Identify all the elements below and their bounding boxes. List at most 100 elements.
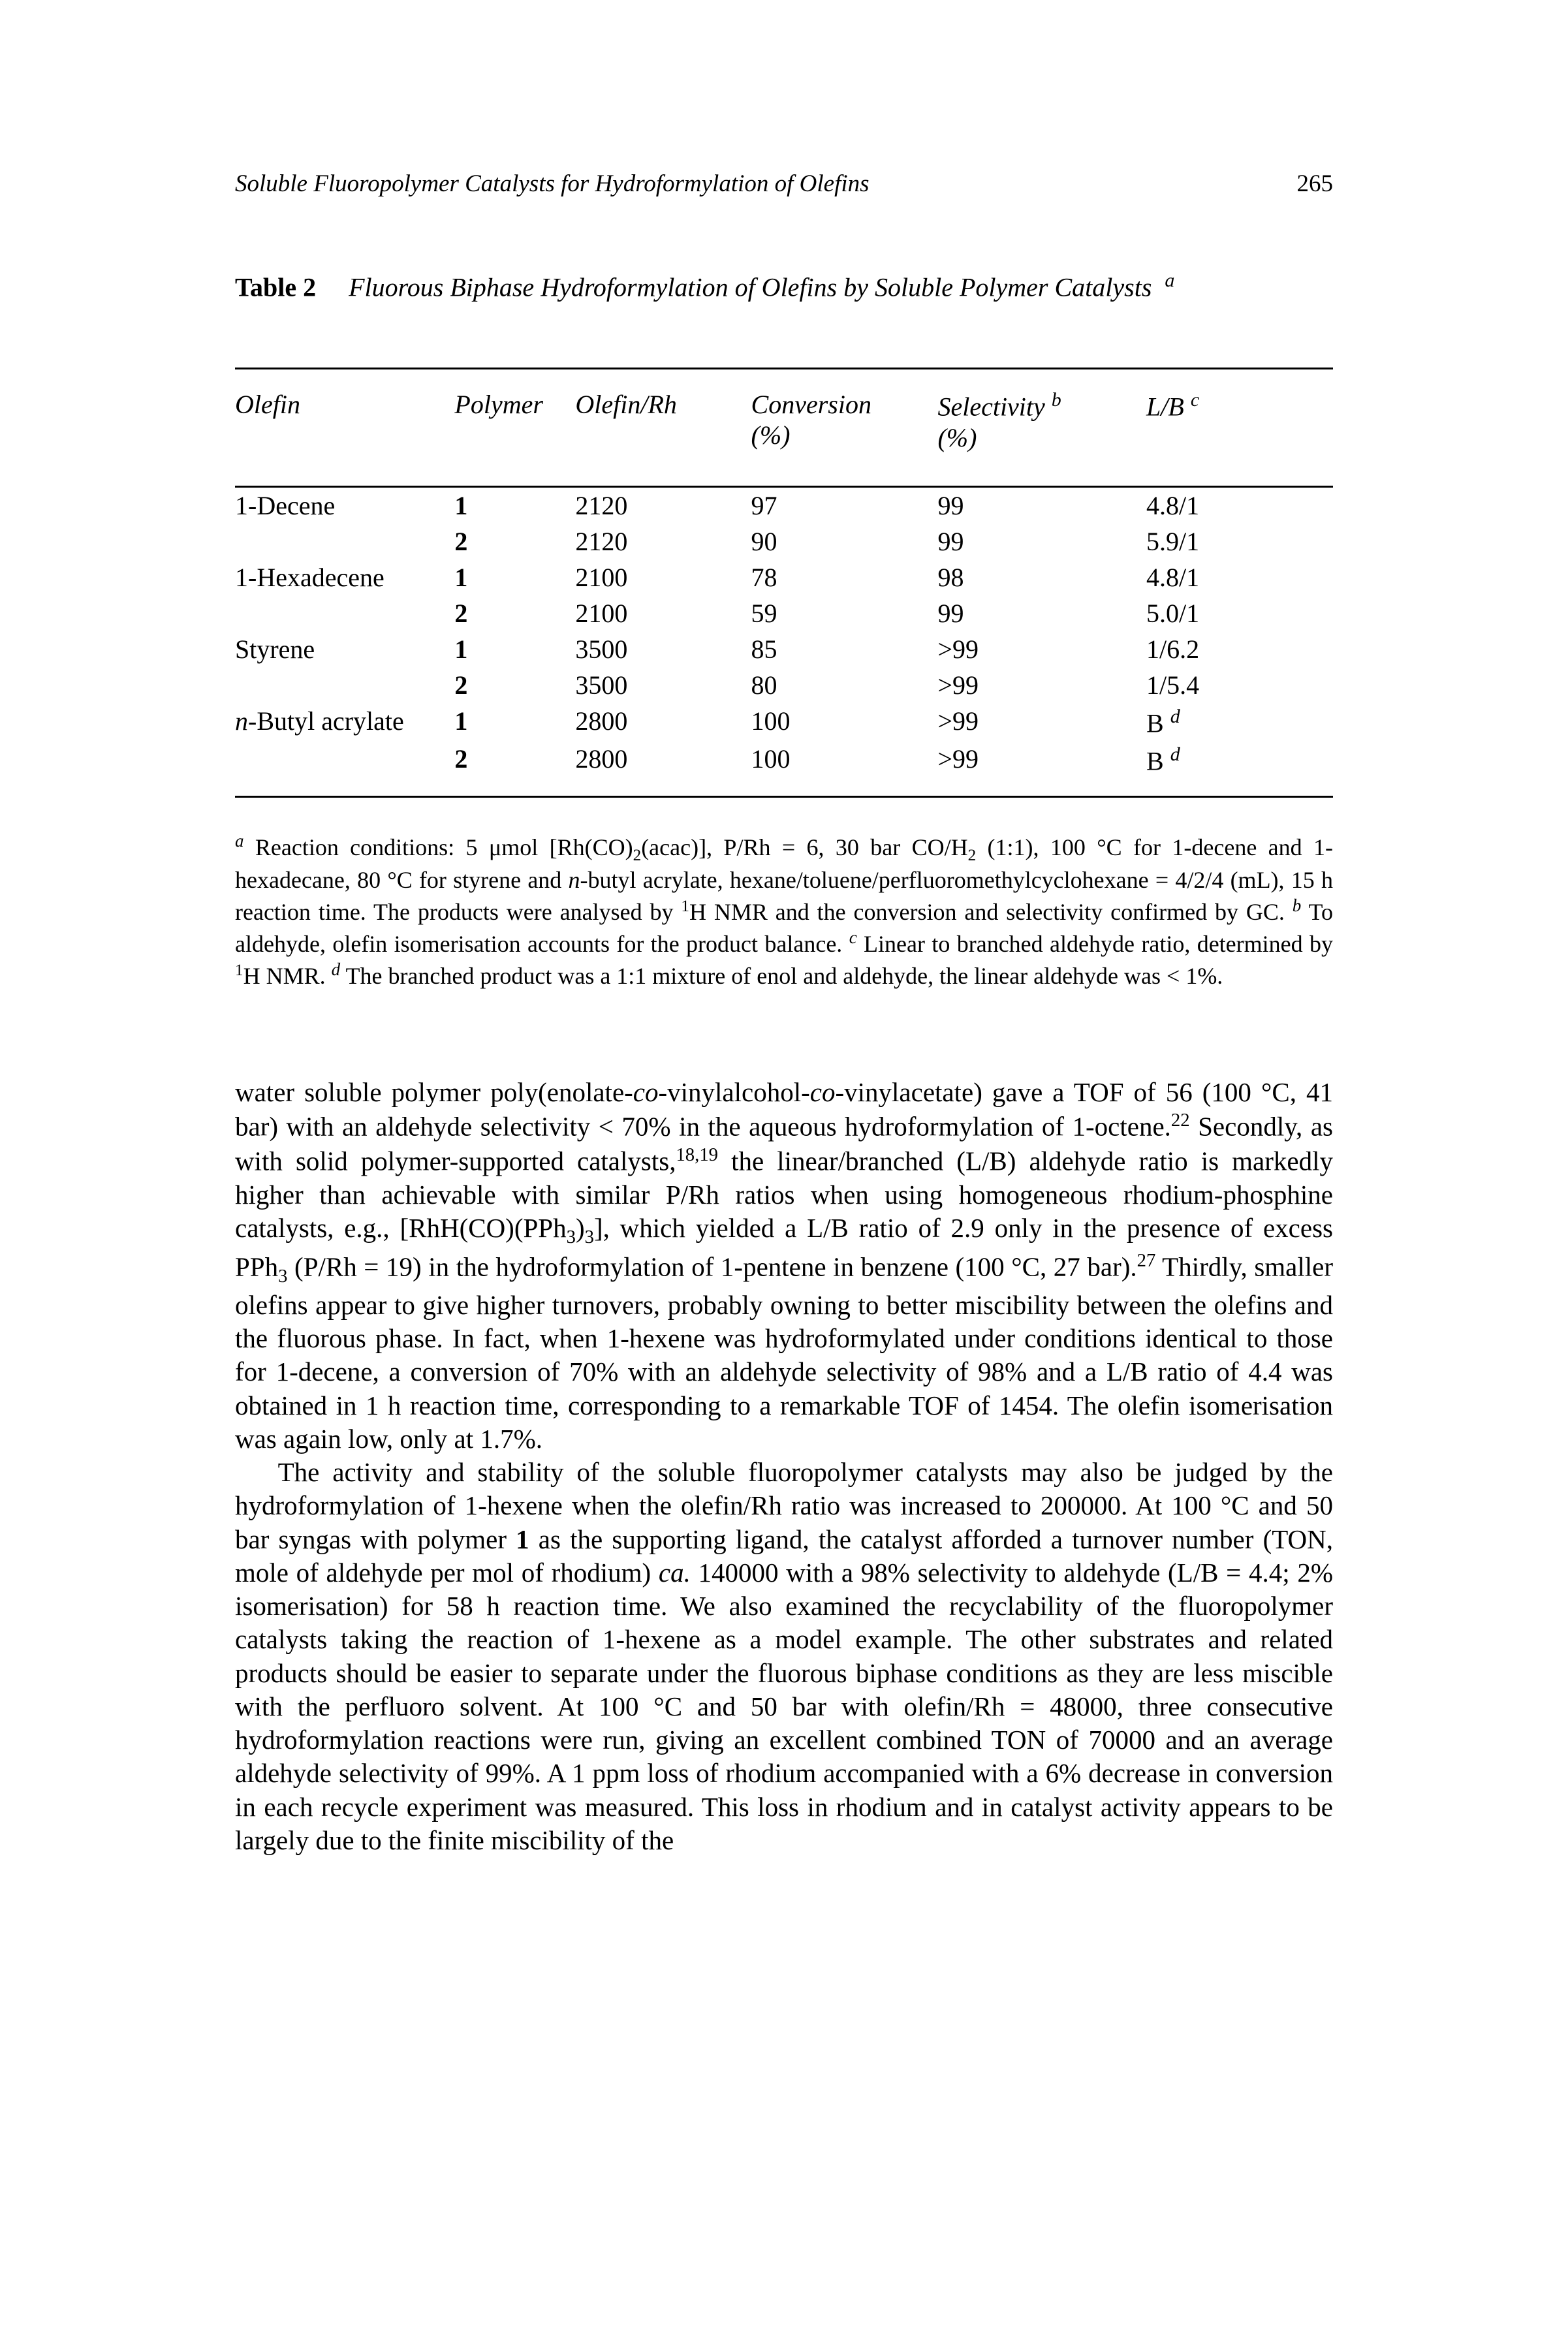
col-header-polymer: Polymer <box>454 369 575 486</box>
cell-lb: 4.8/1 <box>1146 486 1333 524</box>
paragraph-2: The activity and stability of the solubl… <box>235 1456 1333 1857</box>
footnote-a-t2: (acac)], P/Rh = 6, 30 bar CO/H <box>641 834 967 860</box>
footnote-a-sub1: 2 <box>633 847 642 865</box>
table-row: 2 2800 100 >99 B d <box>235 741 1333 797</box>
cell-ratio: 2100 <box>575 559 751 595</box>
cell-ratio: 3500 <box>575 631 751 667</box>
col-header-conversion-unit: (%) <box>751 420 791 450</box>
footnote-d-text: The branched product was a 1:1 mixture o… <box>340 963 1223 989</box>
running-header: Soluble Fluoropolymer Catalysts for Hydr… <box>235 170 1333 198</box>
p2-ca: ca. <box>659 1558 691 1588</box>
table-caption: Table 2 Fluorous Biphase Hydroformylatio… <box>235 270 1333 302</box>
footnote-a-sup1: 1 <box>681 898 689 915</box>
col-header-selectivity: Selectivity b (%) <box>937 369 1146 486</box>
cell-lb: 5.9/1 <box>1146 524 1333 559</box>
p1-ref1: 22 <box>1171 1110 1190 1131</box>
body-text: water soluble polymer poly(enolate-co-vi… <box>235 1076 1333 1857</box>
cell-olefin <box>235 741 454 797</box>
page-number: 265 <box>1297 170 1334 198</box>
cell-olefin <box>235 595 454 631</box>
cell-conversion: 59 <box>751 595 938 631</box>
p1-f: ) <box>576 1213 585 1243</box>
cell-lb: 1/6.2 <box>1146 631 1333 667</box>
n-prefix: n <box>235 706 248 736</box>
cell-ratio: 2100 <box>575 595 751 631</box>
p2-c: 140000 with a 98% selectivity to aldehyd… <box>235 1558 1333 1855</box>
cell-lb: 4.8/1 <box>1146 559 1333 595</box>
p1-ref3: 27 <box>1137 1250 1156 1271</box>
table-row: Styrene 1 3500 85 >99 1/6.2 <box>235 631 1333 667</box>
cell-ratio: 2800 <box>575 703 751 741</box>
footnote-a-t1: Reaction conditions: 5 μmol [Rh(CO) <box>244 834 633 860</box>
cell-polymer: 1 <box>454 486 575 524</box>
cell-selectivity: >99 <box>937 667 1146 703</box>
cell-polymer: 1 <box>454 559 575 595</box>
table-label: Table 2 <box>235 272 316 302</box>
results-table: Olefin Polymer Olefin/Rh Conversion (%) … <box>235 368 1333 798</box>
cell-polymer: 2 <box>454 667 575 703</box>
cell-polymer: 1 <box>454 703 575 741</box>
p1-sub2: 3 <box>585 1227 594 1247</box>
p1-a: water soluble polymer poly(enolate- <box>235 1077 633 1107</box>
footnote-c-t2: H NMR. <box>243 963 332 989</box>
cell-olefin: 1-Decene <box>235 486 454 524</box>
cell-ratio: 3500 <box>575 667 751 703</box>
cell-selectivity: >99 <box>937 631 1146 667</box>
cell-conversion: 97 <box>751 486 938 524</box>
table-caption-footnote-marker: a <box>1165 270 1174 291</box>
cell-selectivity: >99 <box>937 703 1146 741</box>
p2-bold1: 1 <box>516 1524 529 1554</box>
cell-lb-val: B <box>1146 708 1164 738</box>
cell-lb-val: B <box>1146 746 1164 776</box>
cell-lb: 5.0/1 <box>1146 595 1333 631</box>
cell-polymer: 2 <box>454 595 575 631</box>
footnote-c-t1: Linear to branched aldehyde ratio, deter… <box>857 931 1333 957</box>
p1-sub3: 3 <box>278 1266 287 1287</box>
col-header-olefin: Olefin <box>235 369 454 486</box>
cell-conversion: 85 <box>751 631 938 667</box>
cell-olefin: n-Butyl acrylate <box>235 703 454 741</box>
paragraph-1: water soluble polymer poly(enolate-co-vi… <box>235 1076 1333 1456</box>
cell-olefin <box>235 667 454 703</box>
footnote-a-sub2: 2 <box>968 847 977 865</box>
p1-h: (P/Rh = 19) in the hydroformylation of 1… <box>287 1252 1137 1282</box>
cell-conversion: 80 <box>751 667 938 703</box>
cell-ratio: 2800 <box>575 741 751 797</box>
table-row: 1-Hexadecene 1 2100 78 98 4.8/1 <box>235 559 1333 595</box>
p1-sub1: 3 <box>567 1227 576 1247</box>
cell-olefin <box>235 524 454 559</box>
cell-polymer: 1 <box>454 631 575 667</box>
cell-selectivity: 99 <box>937 486 1146 524</box>
cell-conversion: 100 <box>751 703 938 741</box>
butyl-rest: -Butyl acrylate <box>248 706 404 736</box>
table-footnotes: a Reaction conditions: 5 μmol [Rh(CO)2(a… <box>235 830 1333 991</box>
col-header-selectivity-sup: b <box>1052 389 1061 411</box>
col-header-selectivity-label: Selectivity <box>937 392 1044 422</box>
footnote-marker-d: d <box>332 960 341 979</box>
cell-lb-sup: d <box>1170 706 1180 727</box>
table-caption-text: Fluorous Biphase Hydroformylation of Ole… <box>349 272 1152 302</box>
footnote-a-t5: H NMR and the conversion and selectivity… <box>689 899 1293 925</box>
p1-co2: co <box>810 1077 836 1107</box>
cell-ratio: 2120 <box>575 524 751 559</box>
table-row: 1-Decene 1 2120 97 99 4.8/1 <box>235 486 1333 524</box>
cell-olefin: 1-Hexadecene <box>235 559 454 595</box>
col-header-olefin-rh: Olefin/Rh <box>575 369 751 486</box>
footnote-a-n: n <box>569 867 580 893</box>
table-row: n-Butyl acrylate 1 2800 100 >99 B d <box>235 703 1333 741</box>
col-header-lb-label: L/B <box>1146 392 1184 422</box>
col-header-lb: L/B c <box>1146 369 1333 486</box>
cell-selectivity: 99 <box>937 524 1146 559</box>
cell-selectivity: >99 <box>937 741 1146 797</box>
cell-lb-sup: d <box>1170 744 1180 765</box>
footnote-marker-c: c <box>849 928 857 947</box>
cell-conversion: 90 <box>751 524 938 559</box>
col-header-selectivity-unit: (%) <box>937 423 977 452</box>
cell-polymer: 2 <box>454 741 575 797</box>
footnote-c-sup1: 1 <box>235 962 243 979</box>
cell-lb: B d <box>1146 703 1333 741</box>
p1-ref2: 18,19 <box>676 1144 718 1165</box>
cell-lb: 1/5.4 <box>1146 667 1333 703</box>
cell-olefin: Styrene <box>235 631 454 667</box>
col-header-conversion-label: Conversion <box>751 390 871 419</box>
